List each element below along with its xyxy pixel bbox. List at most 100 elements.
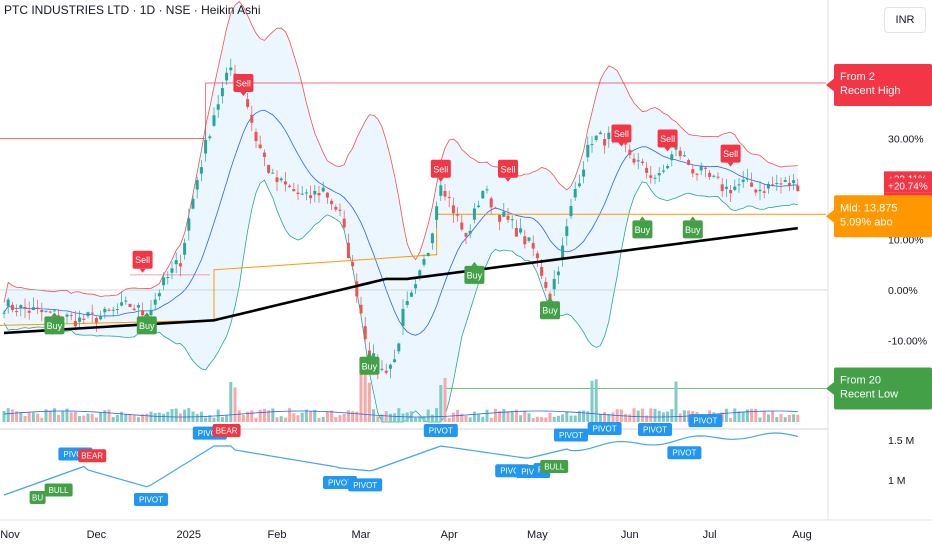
volume-bar <box>531 417 535 422</box>
callout-bg <box>834 63 932 106</box>
candle-body <box>10 304 14 311</box>
volume-bar <box>115 414 119 422</box>
candle-body <box>632 158 636 163</box>
volume-bar <box>603 412 607 422</box>
signal-text: Buy <box>139 321 155 331</box>
candle-body <box>569 205 573 217</box>
signal-text: Sell <box>135 255 150 265</box>
volume-bar <box>506 411 510 422</box>
volume-bar <box>15 411 19 422</box>
candle-body <box>380 368 384 370</box>
candle-body <box>225 72 229 81</box>
volume-bar <box>174 408 178 422</box>
volume-bar <box>498 410 502 422</box>
candle-body <box>321 187 325 192</box>
volume-bar <box>267 410 271 422</box>
volume-bar <box>741 412 745 422</box>
y-tick-label: 0.00% <box>888 285 918 297</box>
candle-body <box>506 215 510 220</box>
candle-body <box>464 233 468 237</box>
indicator-label-text: PIVOT <box>198 429 222 438</box>
volume-average-line <box>3 410 798 418</box>
indicator-label-bg <box>29 491 46 504</box>
callout-text: From 2 <box>840 71 875 83</box>
volume-bar <box>544 417 548 422</box>
indicator-label-bear: BEAR <box>212 424 241 437</box>
sell-signal: Sell <box>430 159 451 182</box>
indicator-line <box>3 432 798 496</box>
callout-text: Recent Low <box>840 388 898 400</box>
volume-bar <box>611 412 615 422</box>
volume-bar <box>464 415 468 422</box>
signal-pointer <box>471 261 478 266</box>
candle-body <box>73 320 77 327</box>
volume-bar <box>313 410 317 422</box>
volume-bar <box>422 416 426 422</box>
volume-bar <box>796 414 800 422</box>
signal-text: Buy <box>542 306 558 316</box>
volume-bar <box>57 414 61 422</box>
volume-bar <box>674 381 678 422</box>
candle-body <box>325 192 329 198</box>
candle-body <box>384 370 388 373</box>
candle-body <box>52 310 56 312</box>
candle-body <box>430 233 434 244</box>
candle-body <box>19 305 23 309</box>
candle-body <box>720 184 724 192</box>
candle-body <box>624 141 628 145</box>
candle-body <box>275 177 279 183</box>
signal-bg <box>132 250 153 269</box>
candle-body <box>44 310 48 312</box>
candle-body <box>481 190 485 199</box>
signal-text: Sell <box>660 134 675 144</box>
candle-body <box>162 277 166 286</box>
candle-body <box>498 214 502 222</box>
volume-bar <box>61 410 65 422</box>
price-badge-bg <box>884 178 932 193</box>
volume-bar <box>10 409 14 422</box>
indicator-label-text: PIVOT <box>139 496 163 505</box>
signal-bg <box>720 144 741 163</box>
x-tick-label: Dec <box>87 529 107 541</box>
volume-bar <box>27 411 31 422</box>
volume-bar <box>124 413 128 422</box>
candle-body <box>246 99 250 107</box>
volume-bar <box>586 411 590 422</box>
volume-bar <box>569 415 573 422</box>
candle-body <box>355 281 359 297</box>
volume-bar <box>355 411 359 422</box>
callout-text: 5.09% abo <box>840 216 893 228</box>
candle-body <box>388 364 392 369</box>
volume-bar <box>384 411 388 422</box>
candle-body <box>115 309 119 311</box>
candle-body <box>477 205 481 208</box>
candle-body <box>199 167 203 174</box>
candle-body <box>754 189 758 193</box>
callout-pointer <box>826 208 836 225</box>
candle-body <box>359 304 363 314</box>
volume-bar <box>36 413 40 422</box>
candle-body <box>422 259 426 265</box>
volume-bar <box>779 413 783 422</box>
volume-bar <box>103 410 107 422</box>
volume-bar <box>447 417 451 422</box>
callout-text: From 20 <box>840 374 881 386</box>
indicator-y-tick-label: 1 M <box>888 475 906 487</box>
candle-body <box>670 154 674 161</box>
volume-bar <box>275 417 279 422</box>
candle-body <box>510 219 514 221</box>
candle-body <box>645 167 649 173</box>
volume-bar <box>426 409 430 422</box>
indicator-label-text: PIVOT <box>521 468 545 477</box>
signal-pointer <box>51 312 58 317</box>
candles <box>2 58 800 380</box>
candle-body <box>317 193 321 196</box>
volume-bar <box>288 408 292 422</box>
candle-body <box>120 302 124 306</box>
signal-bg <box>498 159 518 178</box>
candle-body <box>204 139 208 154</box>
candle-body <box>31 307 35 311</box>
currency-button[interactable]: INR <box>884 7 926 33</box>
